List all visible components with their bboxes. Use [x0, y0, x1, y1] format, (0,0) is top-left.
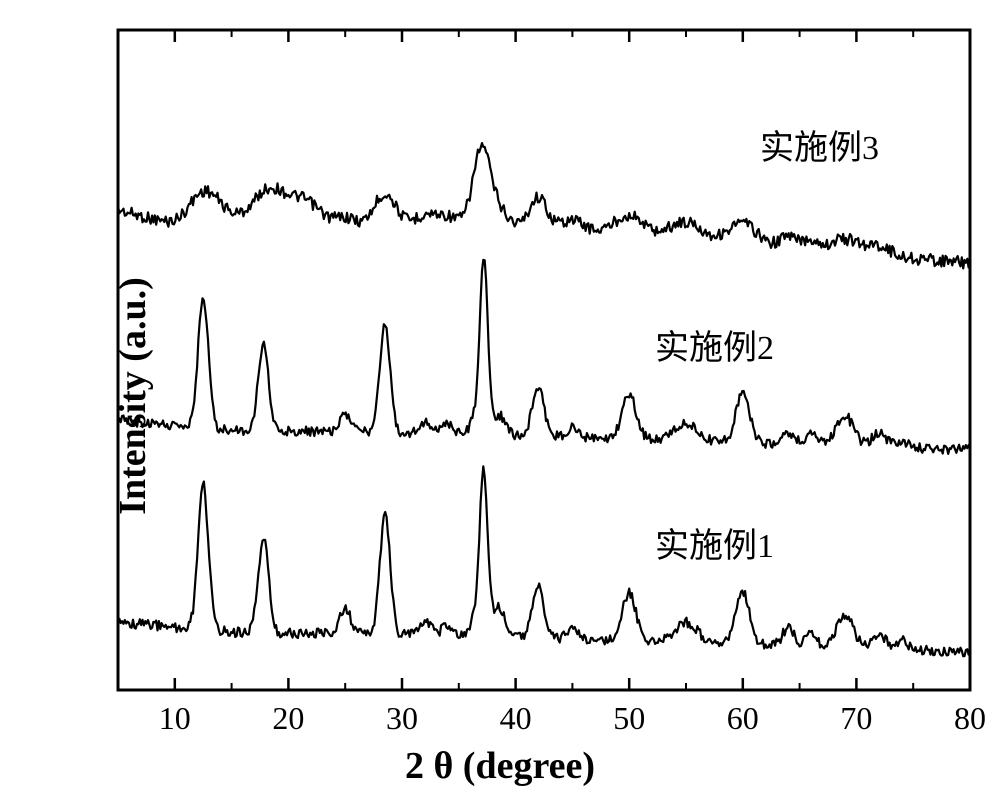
series-label-example3: 实施例3 — [760, 120, 879, 169]
x-tick-label: 30 — [386, 700, 418, 737]
series-label-example2: 实施例2 — [655, 320, 774, 369]
x-tick-label: 80 — [954, 700, 986, 737]
x-tick-label: 40 — [500, 700, 532, 737]
series-example1 — [118, 466, 970, 656]
series-example2 — [118, 260, 970, 454]
x-axis-label: 2 θ (degree) — [405, 744, 595, 788]
y-axis-label: Intensity (a.u.) — [111, 277, 155, 515]
x-tick-label: 50 — [613, 700, 645, 737]
x-tick-label: 10 — [159, 700, 191, 737]
x-tick-label: 70 — [840, 700, 872, 737]
x-tick-label: 60 — [727, 700, 759, 737]
x-tick-label: 20 — [272, 700, 304, 737]
xrd-chart: Intensity (a.u.) 2 θ (degree) 10 20 30 40 50… — [0, 0, 1000, 792]
series-label-example1: 实施例1 — [655, 518, 774, 567]
